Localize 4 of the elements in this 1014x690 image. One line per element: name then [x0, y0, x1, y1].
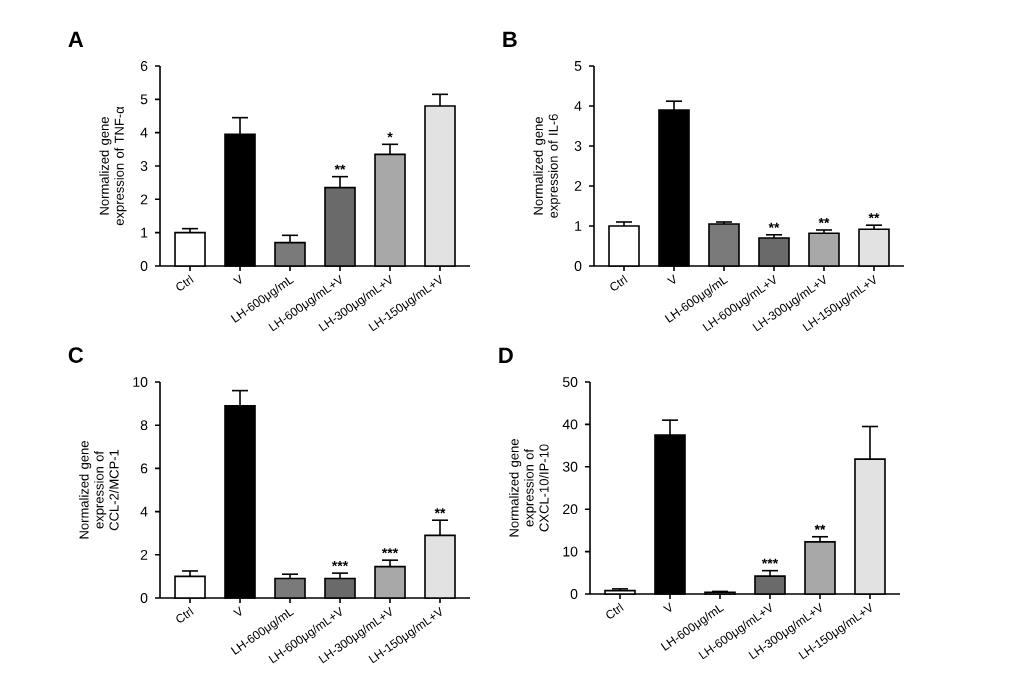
chart-title: B [503, 31, 517, 47]
chart-title: A [68, 31, 84, 47]
chart-title: C [68, 347, 84, 363]
chart-title: D [499, 347, 513, 363]
